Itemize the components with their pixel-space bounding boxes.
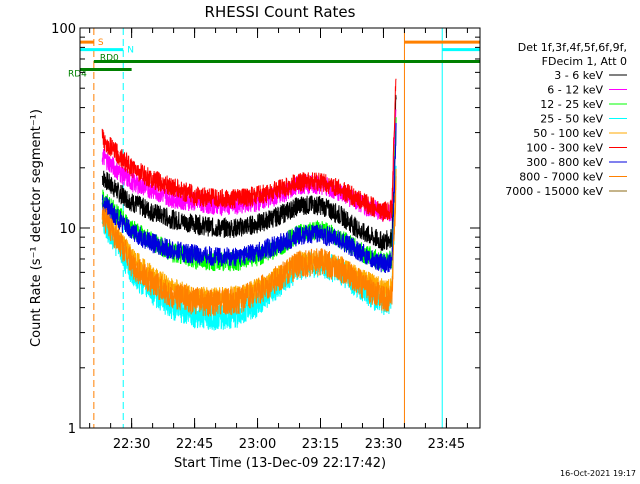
legend-header-line: FDecim 1, Att 0: [542, 55, 627, 68]
annotation-label-rd0: RD0: [100, 53, 119, 63]
legend-label: 12 - 25 keV: [540, 98, 603, 111]
legend-label: 100 - 300 keV: [526, 142, 603, 155]
annotation-label-n: N: [127, 46, 134, 56]
annotation-label-rd4: RD4: [68, 70, 87, 80]
legend-label: 3 - 6 keV: [554, 69, 603, 82]
series-line-0: [101, 94, 397, 251]
x-tick-label: 23:45: [428, 437, 465, 452]
legend-header-line: Det 1f,3f,4f,5f,6f,9f,: [518, 41, 627, 54]
y-axis-label: Count Rate (s⁻¹ detector segment⁻¹): [29, 109, 44, 347]
x-tick-label: 22:45: [176, 437, 213, 452]
timestamp-footer: 16-Oct-2021 19:17: [560, 469, 636, 478]
x-tick-label: 23:30: [365, 437, 402, 452]
legend-label: 300 - 800 keV: [526, 156, 603, 169]
legend-label: 25 - 50 keV: [540, 113, 603, 126]
y-tick-label: 1: [68, 422, 76, 437]
series-line-6: [101, 122, 397, 274]
legend: Det 1f,3f,4f,5f,6f,9f,FDecim 1, Att 03 -…: [505, 41, 627, 198]
legend-label: 800 - 7000 keV: [519, 171, 603, 184]
legend-label: 50 - 100 keV: [533, 127, 603, 140]
x-tick-label: 23:15: [302, 437, 339, 452]
legend-label: 7000 - 15000 keV: [505, 185, 603, 198]
x-axis-label: Start Time (13-Dec-09 22:17:42): [174, 456, 386, 471]
y-tick-label: 10: [59, 222, 76, 237]
legend-label: 6 - 12 keV: [547, 84, 603, 97]
chart-title: RHESSI Count Rates: [205, 3, 356, 21]
series-line-5: [101, 78, 397, 222]
x-tick-label: 23:00: [239, 437, 276, 452]
x-tick-label: 22:30: [113, 437, 150, 452]
annotation-label-s: S: [98, 38, 104, 48]
series-line-7: [101, 176, 397, 317]
y-tick-label: 100: [51, 22, 76, 37]
